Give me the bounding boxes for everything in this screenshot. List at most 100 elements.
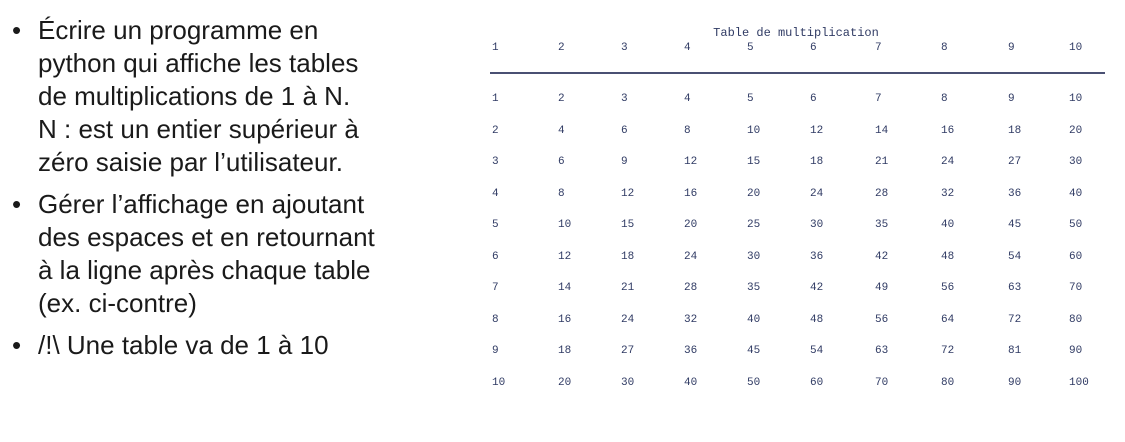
table-cell: 56 bbox=[875, 313, 889, 326]
table-cell: 70 bbox=[1069, 282, 1083, 294]
table-cell: 3 bbox=[621, 93, 628, 105]
table-cell: 64 bbox=[941, 313, 955, 326]
table-cell: 24 bbox=[941, 156, 955, 168]
table-cell: 20 bbox=[747, 187, 761, 200]
table-cell: 50 bbox=[1069, 219, 1083, 231]
header-cell: 4 bbox=[684, 42, 691, 54]
table-cell: 80 bbox=[941, 376, 955, 389]
table-cell: 16 bbox=[941, 124, 955, 137]
header-cell: 2 bbox=[558, 42, 565, 54]
table-cell: 1 bbox=[492, 93, 499, 105]
table-cell: 63 bbox=[1008, 282, 1022, 294]
table-cell: 8 bbox=[558, 187, 565, 200]
header-cell: 3 bbox=[621, 42, 628, 54]
table-cell: 27 bbox=[621, 345, 635, 357]
table-cell: 10 bbox=[1069, 93, 1083, 105]
table-cell: 45 bbox=[747, 345, 761, 357]
table-cell: 90 bbox=[1008, 376, 1022, 389]
table-cell: 45 bbox=[1008, 219, 1022, 231]
table-cell: 8 bbox=[492, 313, 499, 326]
table-row: 4 8 12 16 20 24 28 32 36 40 bbox=[480, 187, 1112, 219]
table-body: 1 2 3 4 5 6 7 8 9 10 2 4 6 8 10 12 14 16 18 20 3 6 9 12 15 18 21 24… bbox=[480, 92, 1112, 407]
bullet-dot: • bbox=[12, 330, 22, 360]
table-cell: 9 bbox=[492, 345, 499, 357]
table-row: 5 10 15 20 25 30 35 40 45 50 bbox=[480, 218, 1112, 250]
table-cell: 30 bbox=[810, 219, 824, 231]
table-cell: 20 bbox=[684, 219, 698, 231]
table-cell: 70 bbox=[875, 376, 889, 389]
table-cell: 4 bbox=[558, 124, 565, 137]
bullet-item-3: • /!\ Une table va de 1 à 10 bbox=[12, 329, 460, 362]
header-cell: 9 bbox=[1008, 42, 1015, 54]
table-cell: 80 bbox=[1069, 313, 1083, 326]
bullet-dot: • bbox=[12, 189, 22, 219]
table-cell: 8 bbox=[941, 93, 948, 105]
table-cell: 48 bbox=[941, 250, 955, 263]
table-cell: 25 bbox=[747, 219, 761, 231]
table-cell: 40 bbox=[941, 219, 955, 231]
table-cell: 5 bbox=[492, 219, 499, 231]
table-row: 7 14 21 28 35 42 49 56 63 70 bbox=[480, 281, 1112, 313]
table-cell: 6 bbox=[558, 156, 565, 168]
table-cell: 28 bbox=[875, 187, 889, 200]
table-cell: 5 bbox=[747, 93, 754, 105]
table-cell: 21 bbox=[875, 156, 889, 168]
table-cell: 30 bbox=[621, 376, 635, 389]
table-cell: 54 bbox=[810, 345, 824, 357]
table-cell: 54 bbox=[1008, 250, 1022, 263]
table-cell: 18 bbox=[1008, 124, 1022, 137]
table-row: 1 2 3 4 5 6 7 8 9 10 bbox=[480, 92, 1112, 124]
table-cell: 10 bbox=[747, 124, 761, 137]
table-cell: 27 bbox=[1008, 156, 1022, 168]
table-cell: 20 bbox=[1069, 124, 1083, 137]
table-cell: 2 bbox=[558, 93, 565, 105]
table-cell: 12 bbox=[810, 124, 824, 137]
table-cell: 40 bbox=[684, 376, 698, 389]
table-cell: 32 bbox=[684, 313, 698, 326]
table-cell: 24 bbox=[684, 250, 698, 263]
table-cell: 42 bbox=[810, 282, 824, 294]
table-cell: 4 bbox=[492, 187, 499, 200]
table-cell: 36 bbox=[684, 345, 698, 357]
table-cell: 30 bbox=[747, 250, 761, 263]
table-cell: 14 bbox=[875, 124, 889, 137]
table-cell: 14 bbox=[558, 282, 572, 294]
table-cell: 60 bbox=[810, 376, 824, 389]
header-divider bbox=[490, 72, 1105, 74]
table-cell: 35 bbox=[747, 282, 761, 294]
table-row: 8 16 24 32 40 48 56 64 72 80 bbox=[480, 313, 1112, 345]
table-cell: 24 bbox=[810, 187, 824, 200]
table-row: 3 6 9 12 15 18 21 24 27 30 bbox=[480, 155, 1112, 187]
table-cell: 32 bbox=[941, 187, 955, 200]
table-cell: 10 bbox=[558, 219, 572, 231]
bullet-text: Gérer l’affichage en ajoutant des espace… bbox=[38, 189, 375, 318]
header-cell: 1 bbox=[492, 42, 499, 54]
table-cell: 10 bbox=[492, 376, 506, 389]
table-cell: 12 bbox=[684, 156, 698, 168]
table-cell: 18 bbox=[558, 345, 572, 357]
table-cell: 16 bbox=[684, 187, 698, 200]
table-cell: 72 bbox=[1008, 313, 1022, 326]
header-cell: 8 bbox=[941, 42, 948, 54]
table-cell: 63 bbox=[875, 345, 889, 357]
table-cell: 36 bbox=[1008, 187, 1022, 200]
table-cell: 2 bbox=[492, 124, 499, 137]
table-cell: 7 bbox=[492, 282, 499, 294]
header-cell: 10 bbox=[1069, 42, 1083, 54]
table-cell: 48 bbox=[810, 313, 824, 326]
table-cell: 15 bbox=[621, 219, 635, 231]
table-header-row: 1 2 3 4 5 6 7 8 9 10 bbox=[480, 41, 1112, 57]
table-cell: 6 bbox=[492, 250, 499, 263]
table-cell: 8 bbox=[684, 124, 691, 137]
bullet-text: /!\ Une table va de 1 à 10 bbox=[38, 330, 329, 360]
table-title: Table de multiplication bbox=[713, 26, 879, 40]
table-cell: 100 bbox=[1069, 376, 1089, 389]
table-cell: 15 bbox=[747, 156, 761, 168]
bullet-text: Écrire un programme en python qui affich… bbox=[38, 15, 359, 177]
table-cell: 56 bbox=[941, 282, 955, 294]
table-cell: 28 bbox=[684, 282, 698, 294]
table-cell: 6 bbox=[810, 93, 817, 105]
table-cell: 35 bbox=[875, 219, 889, 231]
table-cell: 20 bbox=[558, 376, 572, 389]
